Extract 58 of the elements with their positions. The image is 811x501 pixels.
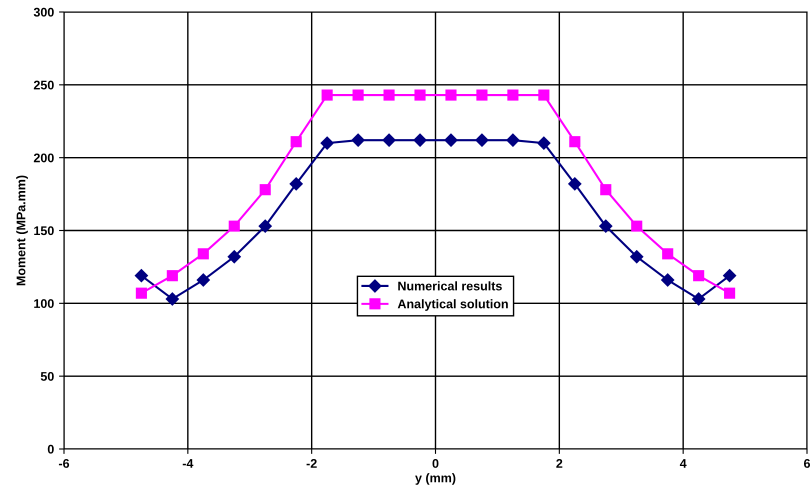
point xyxy=(166,292,179,306)
point xyxy=(444,134,458,147)
point xyxy=(599,220,612,233)
y-tick-label: 200 xyxy=(34,153,54,162)
point xyxy=(661,273,674,287)
point xyxy=(413,134,427,147)
point xyxy=(723,269,736,282)
point xyxy=(445,89,457,101)
point xyxy=(724,288,736,299)
point xyxy=(198,248,209,260)
point xyxy=(537,136,550,150)
point xyxy=(569,136,580,148)
point xyxy=(260,184,271,196)
point xyxy=(693,270,704,282)
point xyxy=(322,89,333,101)
point xyxy=(382,134,396,147)
point xyxy=(692,292,706,306)
point xyxy=(166,270,178,282)
point xyxy=(630,250,644,264)
point xyxy=(136,288,147,299)
point xyxy=(506,134,520,147)
point xyxy=(600,184,612,196)
x-tick-label: 4 xyxy=(680,459,687,468)
point xyxy=(384,89,395,101)
x-tick-label: -4 xyxy=(182,459,194,468)
legend-label: Analytical solution xyxy=(398,299,508,311)
legend-label: Numerical results xyxy=(398,281,502,290)
y-axis-title: Moment (MPa.mm) xyxy=(16,176,28,286)
point xyxy=(631,220,642,232)
point xyxy=(352,89,364,101)
point xyxy=(352,134,365,147)
point xyxy=(196,273,210,287)
x-tick-label: -6 xyxy=(58,459,70,468)
point xyxy=(290,136,302,148)
y-tick-label: 250 xyxy=(34,80,54,90)
y-tick-label: 100 xyxy=(34,299,54,308)
y-tick-label: 0 xyxy=(48,444,54,454)
point xyxy=(290,177,303,190)
x-tick-label: -2 xyxy=(306,459,317,468)
point xyxy=(320,136,334,150)
point xyxy=(507,89,518,101)
point xyxy=(476,89,488,101)
x-tick-label: 6 xyxy=(804,459,810,468)
y-tick-label: 50 xyxy=(40,372,54,381)
y-tick-label: 150 xyxy=(34,226,54,236)
x-tick-label: 2 xyxy=(556,459,562,468)
point xyxy=(662,248,674,260)
y-tick-label: 300 xyxy=(34,8,54,17)
point xyxy=(538,89,550,101)
x-tick-label: 0 xyxy=(432,459,438,468)
point xyxy=(134,269,148,282)
point xyxy=(228,250,241,264)
point xyxy=(414,89,426,101)
point xyxy=(228,220,240,232)
x-axis-title: y (mm) xyxy=(415,473,456,485)
point xyxy=(475,134,489,147)
point xyxy=(568,177,582,190)
point xyxy=(258,220,272,233)
